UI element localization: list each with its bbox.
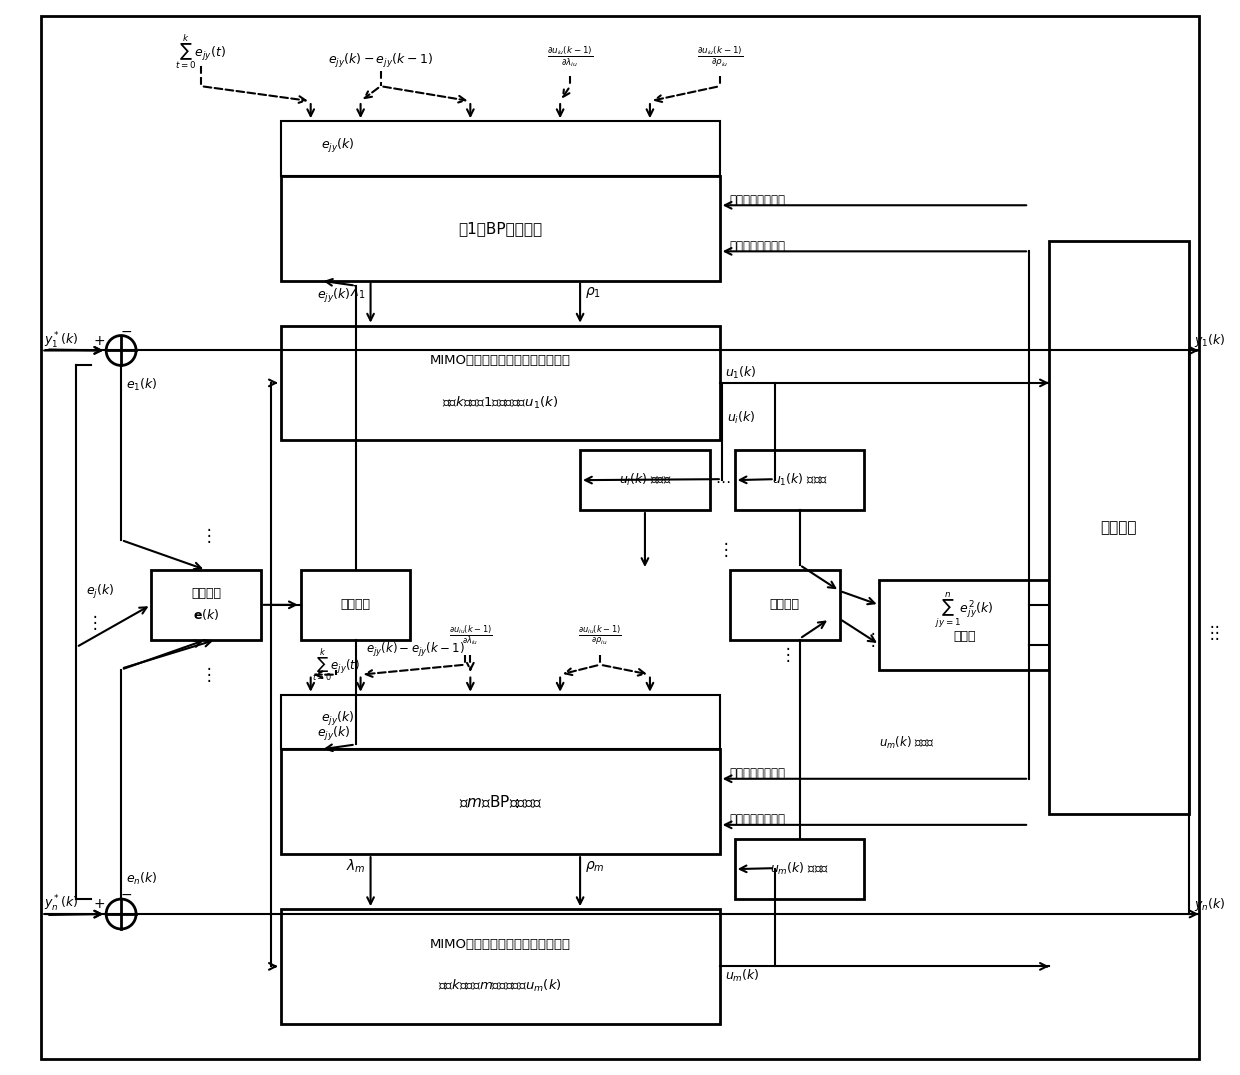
- Bar: [280, 326, 719, 441]
- Bar: [280, 694, 719, 749]
- Text: $y_1^*(k)$: $y_1^*(k)$: [45, 330, 78, 350]
- Text: $y_n(k)$: $y_n(k)$: [1194, 895, 1225, 913]
- Text: $e_{jy}(k)$: $e_{jy}(k)$: [317, 287, 351, 304]
- Text: $u_1(k)$ 的梯度: $u_1(k)$ 的梯度: [771, 472, 827, 488]
- Text: $-$: $-$: [120, 324, 133, 338]
- Bar: [280, 121, 719, 176]
- Text: $e_{jy}(k)$: $e_{jy}(k)$: [321, 710, 355, 728]
- Bar: [151, 570, 260, 640]
- Text: $\lambda_m$: $\lambda_m$: [346, 858, 366, 875]
- Text: $\vdots$: $\vdots$: [779, 645, 790, 664]
- Text: 更新隐含层权系数: 更新隐含层权系数: [730, 194, 786, 206]
- Bar: [735, 450, 864, 510]
- Text: 更新隐含层权系数: 更新隐含层权系数: [730, 768, 786, 780]
- Text: 最小化: 最小化: [954, 630, 976, 643]
- Text: $\frac{\partial u_{iu}(k-1)}{\partial\rho_{iu}}$: $\frac{\partial u_{iu}(k-1)}{\partial\rh…: [697, 44, 743, 69]
- Text: $\rho_m$: $\rho_m$: [585, 859, 605, 874]
- Text: $\vdots$: $\vdots$: [1208, 622, 1219, 642]
- Text: +: +: [93, 333, 105, 347]
- Text: $\sum_{t=0}^{k}e_{jy}(t)$: $\sum_{t=0}^{k}e_{jy}(t)$: [175, 32, 227, 71]
- Text: MIMO异因子紧格式无模型控制方法: MIMO异因子紧格式无模型控制方法: [430, 355, 570, 368]
- Text: $\vdots$: $\vdots$: [201, 526, 212, 545]
- Bar: [1049, 241, 1189, 814]
- Text: $\lambda_1$: $\lambda_1$: [350, 284, 366, 301]
- Text: $-$: $-$: [120, 887, 133, 901]
- Text: $e_{jy}(k)-e_{jy}(k-1)$: $e_{jy}(k)-e_{jy}(k-1)$: [366, 641, 465, 659]
- Text: $u_m(k)$ の梯度: $u_m(k)$ の梯度: [879, 734, 935, 750]
- Text: 误差集合: 误差集合: [341, 599, 371, 612]
- Text: $\vdots$: $\vdots$: [86, 613, 97, 632]
- Text: $e_{jy}(k)$: $e_{jy}(k)$: [321, 137, 355, 155]
- Text: $\sum_{jy=1}^{n}e_{jy}^2(k)$: $\sum_{jy=1}^{n}e_{jy}^2(k)$: [935, 590, 993, 630]
- Text: MIMO异因子紧格式无模型控制方法: MIMO异因子紧格式无模型控制方法: [430, 938, 570, 951]
- Bar: [280, 176, 719, 281]
- Text: $\vdots$: $\vdots$: [717, 541, 728, 559]
- Text: $\vdots$: $\vdots$: [201, 665, 212, 684]
- Text: $u_1(k)$: $u_1(k)$: [724, 364, 756, 381]
- Text: $u_m(k)$ 的梯度: $u_m(k)$ 的梯度: [770, 861, 830, 877]
- Text: $y_n^*(k)$: $y_n^*(k)$: [45, 894, 78, 914]
- Text: $\frac{\partial u_{iu}(k-1)}{\partial\lambda_{iu}}$: $\frac{\partial u_{iu}(k-1)}{\partial\la…: [449, 622, 492, 647]
- Text: $e_{jy}(k)-e_{jy}(k-1)$: $e_{jy}(k)-e_{jy}(k-1)$: [329, 53, 433, 70]
- Text: $y_1(k)$: $y_1(k)$: [1194, 332, 1225, 349]
- Text: $\vdots$: $\vdots$: [1203, 622, 1214, 642]
- Text: $\vdots$: $\vdots$: [864, 630, 875, 649]
- Text: 第$m$个BP神经网络: 第$m$个BP神经网络: [459, 793, 542, 811]
- Text: $e_1(k)$: $e_1(k)$: [126, 377, 157, 393]
- Text: 计算$k$时刻第1个控制输入$u_1(k)$: 计算$k$时刻第1个控制输入$u_1(k)$: [443, 395, 558, 411]
- Text: $\frac{\partial u_{iu}(k-1)}{\partial\rho_{iu}}$: $\frac{\partial u_{iu}(k-1)}{\partial\rh…: [578, 622, 621, 646]
- Text: $e_{jy}(k)$: $e_{jy}(k)$: [317, 726, 351, 744]
- Text: 梯度集合: 梯度集合: [770, 599, 800, 612]
- Text: $e_n(k)$: $e_n(k)$: [126, 871, 157, 887]
- Bar: [879, 579, 1049, 670]
- Text: $\sum_{t=0}^{k}e_{jy}(t)$: $\sum_{t=0}^{k}e_{jy}(t)$: [311, 646, 360, 683]
- Bar: [280, 909, 719, 1023]
- Text: $e_j(k)$: $e_j(k)$: [87, 584, 114, 601]
- Text: $u_m(k)$: $u_m(k)$: [724, 969, 759, 985]
- Text: 更新输出层权系数: 更新输出层权系数: [730, 240, 786, 253]
- Text: 误差向量: 误差向量: [191, 587, 221, 600]
- Bar: [730, 570, 839, 640]
- Text: $u_i(k)$ 的梯度: $u_i(k)$ 的梯度: [619, 472, 671, 488]
- Text: $\frac{\partial u_{iu}(k-1)}{\partial\lambda_{iu}}$: $\frac{\partial u_{iu}(k-1)}{\partial\la…: [547, 44, 593, 69]
- Text: 计算$k$时刻第$m$个控制输入$u_m(k)$: 计算$k$时刻第$m$个控制输入$u_m(k)$: [439, 978, 562, 994]
- Bar: [580, 450, 709, 510]
- Text: 第1个BP神经网络: 第1个BP神经网络: [459, 220, 542, 235]
- Text: $\cdots$: $\cdots$: [714, 473, 730, 488]
- Text: 被控对象: 被控对象: [1101, 520, 1137, 535]
- Bar: [735, 840, 864, 899]
- Text: 更新输出层权系数: 更新输出层权系数: [730, 814, 786, 827]
- Text: $\mathbf{e}(k)$: $\mathbf{e}(k)$: [192, 607, 219, 622]
- Text: $\rho_1$: $\rho_1$: [585, 285, 601, 300]
- Text: +: +: [93, 897, 105, 911]
- Bar: [280, 749, 719, 855]
- Bar: [301, 570, 410, 640]
- Text: $u_i(k)$: $u_i(k)$: [727, 410, 755, 426]
